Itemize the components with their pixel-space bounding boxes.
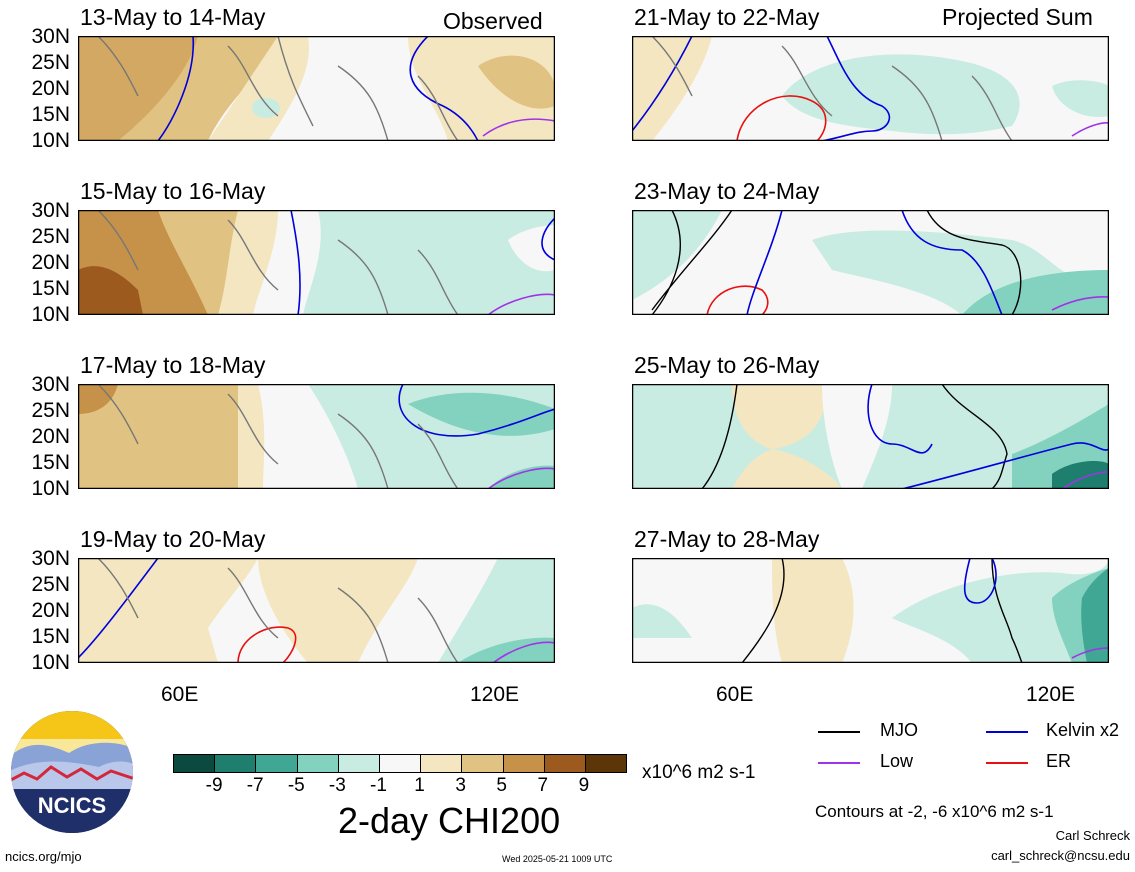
panel-title: 27-May to 28-May xyxy=(634,526,820,552)
colorbar-swatch xyxy=(255,755,297,772)
colorbar-ticks: -9 -7 -5 -3 -1 1 3 5 7 9 xyxy=(173,775,625,797)
y-tick-label: 10N xyxy=(31,129,70,152)
chart-title: 2-day CHI200 xyxy=(338,800,561,841)
y-tick-label: 10N xyxy=(31,651,70,674)
colorbar-swatch xyxy=(502,755,544,772)
observed-label: Observed xyxy=(443,8,543,34)
colorbar-tick-label: -7 xyxy=(246,775,264,796)
map-panel xyxy=(78,210,555,315)
colorbar-swatch xyxy=(214,755,256,772)
y-tick-label: 15N xyxy=(31,625,70,648)
colorbar-tick-label: 1 xyxy=(414,775,425,796)
author-name: Carl Schreck xyxy=(1055,828,1130,843)
colorbar-tick-label: 3 xyxy=(455,775,466,796)
y-tick-label: 20N xyxy=(31,77,70,100)
map-panel xyxy=(78,384,555,489)
colorbar-tick-label: 7 xyxy=(537,775,549,796)
y-tick-label: 25N xyxy=(31,51,70,74)
colorbar-tick-label: 5 xyxy=(496,775,508,796)
y-tick-label: 30N xyxy=(31,199,70,222)
colorbar-tick-label: -9 xyxy=(205,775,223,796)
colorbar-tick-label: -1 xyxy=(370,775,387,796)
legend-low-swatch xyxy=(818,762,860,764)
x-tick-label: 60E xyxy=(161,683,199,706)
y-tick-label: 20N xyxy=(31,425,70,448)
website-link[interactable]: ncics.org/mjo xyxy=(5,849,82,864)
colorbar-swatch xyxy=(420,755,462,772)
y-tick-label: 30N xyxy=(31,25,70,48)
legend-mjo-swatch xyxy=(818,731,860,733)
contour-note: Contours at -2, -6 x10^6 m2 s-1 xyxy=(815,802,1054,821)
colorbar-tick-label: 9 xyxy=(578,775,590,796)
legend-mjo-label: MJO xyxy=(880,720,918,740)
y-tick-label: 10N xyxy=(31,477,70,500)
colorbar-swatch xyxy=(174,755,215,772)
panel-title: 15-May to 16-May xyxy=(80,178,266,204)
legend-kelvin-swatch xyxy=(986,731,1028,733)
panel-title: 25-May to 26-May xyxy=(634,352,820,378)
panel-title: 13-May to 14-May xyxy=(80,4,266,30)
colorbar-swatch xyxy=(584,755,627,772)
y-tick-label: 15N xyxy=(31,103,70,126)
logo-text: NCICS xyxy=(38,793,106,818)
colorbar-swatch xyxy=(543,755,585,772)
y-tick-label: 10N xyxy=(31,303,70,326)
map-panel xyxy=(632,558,1109,663)
projected-label: Projected Sum xyxy=(942,4,1093,30)
colorbar-swatch xyxy=(378,755,421,772)
colorbar-units: x10^6 m2 s-1 xyxy=(642,762,756,783)
x-tick-label: 60E xyxy=(716,683,754,706)
panel-title: 21-May to 22-May xyxy=(634,4,820,30)
x-tick-label: 120E xyxy=(470,683,520,706)
colorbar xyxy=(173,754,627,773)
y-tick-label: 15N xyxy=(31,277,70,300)
map-panel xyxy=(632,36,1109,141)
ncics-logo: NCICS xyxy=(11,711,133,833)
map-panel xyxy=(78,36,555,141)
y-tick-label: 30N xyxy=(31,547,70,570)
map-panel xyxy=(632,210,1109,315)
y-tick-label: 30N xyxy=(31,373,70,396)
map-panel xyxy=(632,384,1109,489)
panel-title: 23-May to 24-May xyxy=(634,178,820,204)
colorbar-tick-label: -5 xyxy=(287,775,305,796)
legend-er-swatch xyxy=(986,762,1028,764)
x-tick-label: 120E xyxy=(1026,683,1076,706)
colorbar-tick-label: -3 xyxy=(328,775,346,796)
colorbar-swatch xyxy=(337,755,379,772)
y-tick-label: 25N xyxy=(31,399,70,422)
y-tick-label: 15N xyxy=(31,451,70,474)
author-email: carl_schreck@ncsu.edu xyxy=(991,848,1130,863)
y-tick-label: 20N xyxy=(31,599,70,622)
timestamp: Wed 2025-05-21 1009 UTC xyxy=(502,854,613,864)
y-tick-label: 25N xyxy=(31,225,70,248)
legend-low-label: Low xyxy=(880,751,914,771)
y-tick-label: 20N xyxy=(31,251,70,274)
panel-title: 17-May to 18-May xyxy=(80,352,266,378)
colorbar-swatch xyxy=(296,755,338,772)
y-tick-label: 25N xyxy=(31,573,70,596)
map-panel xyxy=(78,558,555,663)
panel-title: 19-May to 20-May xyxy=(80,526,266,552)
colorbar-swatch xyxy=(461,755,503,772)
legend-kelvin-label: Kelvin x2 xyxy=(1046,720,1120,740)
legend-er-label: ER xyxy=(1046,751,1072,771)
